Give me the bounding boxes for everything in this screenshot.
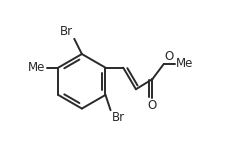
- Text: O: O: [148, 99, 157, 112]
- Text: Br: Br: [60, 24, 73, 38]
- Text: Me: Me: [28, 61, 46, 74]
- Text: O: O: [164, 50, 174, 63]
- Text: Me: Me: [176, 57, 193, 70]
- Text: Br: Br: [112, 111, 125, 124]
